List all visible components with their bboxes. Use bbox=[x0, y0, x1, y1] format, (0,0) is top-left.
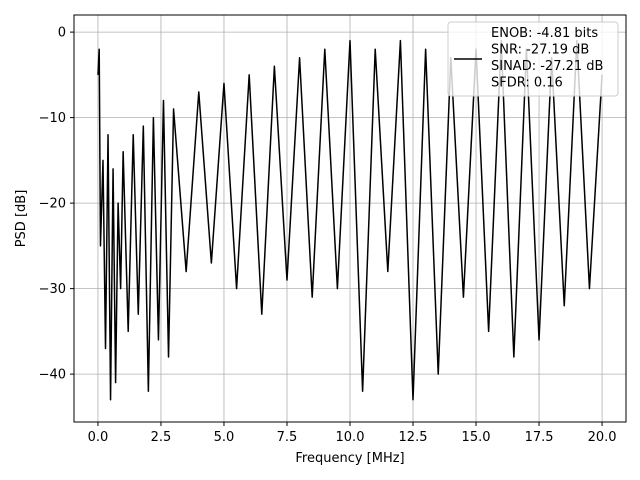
y-tick-label: 0 bbox=[58, 26, 66, 41]
x-tick-label: 5.0 bbox=[214, 430, 235, 445]
legend-entry-line: ENOB: -4.81 bits bbox=[491, 26, 598, 41]
legend-entry-line: SNR: -27.19 dB bbox=[491, 43, 589, 58]
x-tick-label: 17.5 bbox=[525, 430, 554, 445]
y-tick-label: −40 bbox=[39, 368, 66, 383]
x-tick-label: 7.5 bbox=[277, 430, 298, 445]
y-tick-label: −10 bbox=[39, 111, 66, 126]
y-tick-label: −20 bbox=[39, 197, 66, 212]
series-layer bbox=[97, 39, 603, 401]
legend-box bbox=[447, 21, 619, 97]
legend-entry-line: SINAD: -27.21 dB bbox=[491, 59, 603, 74]
x-axis-label: Frequency [MHz] bbox=[295, 451, 404, 466]
x-tick-label: 0.0 bbox=[88, 430, 109, 445]
psd-series-line bbox=[97, 39, 603, 401]
x-tick-label: 15.0 bbox=[462, 430, 491, 445]
x-axis: 0.0 2.5 5.0 7.5 10.0 12.5 15.0 17.5 20.0 bbox=[88, 422, 617, 445]
y-axis-label: PSD [dB] bbox=[14, 190, 29, 248]
x-tick-label: 10.0 bbox=[336, 430, 365, 445]
x-tick-label: 12.5 bbox=[399, 430, 428, 445]
x-tick-label: 2.5 bbox=[151, 430, 172, 445]
y-tick-label: −30 bbox=[39, 282, 66, 297]
y-axis: 0 −10 −20 −30 −40 bbox=[39, 26, 74, 383]
x-tick-label: 20.0 bbox=[588, 430, 617, 445]
legend-entry-line: SFDR: 0.16 bbox=[491, 76, 563, 91]
